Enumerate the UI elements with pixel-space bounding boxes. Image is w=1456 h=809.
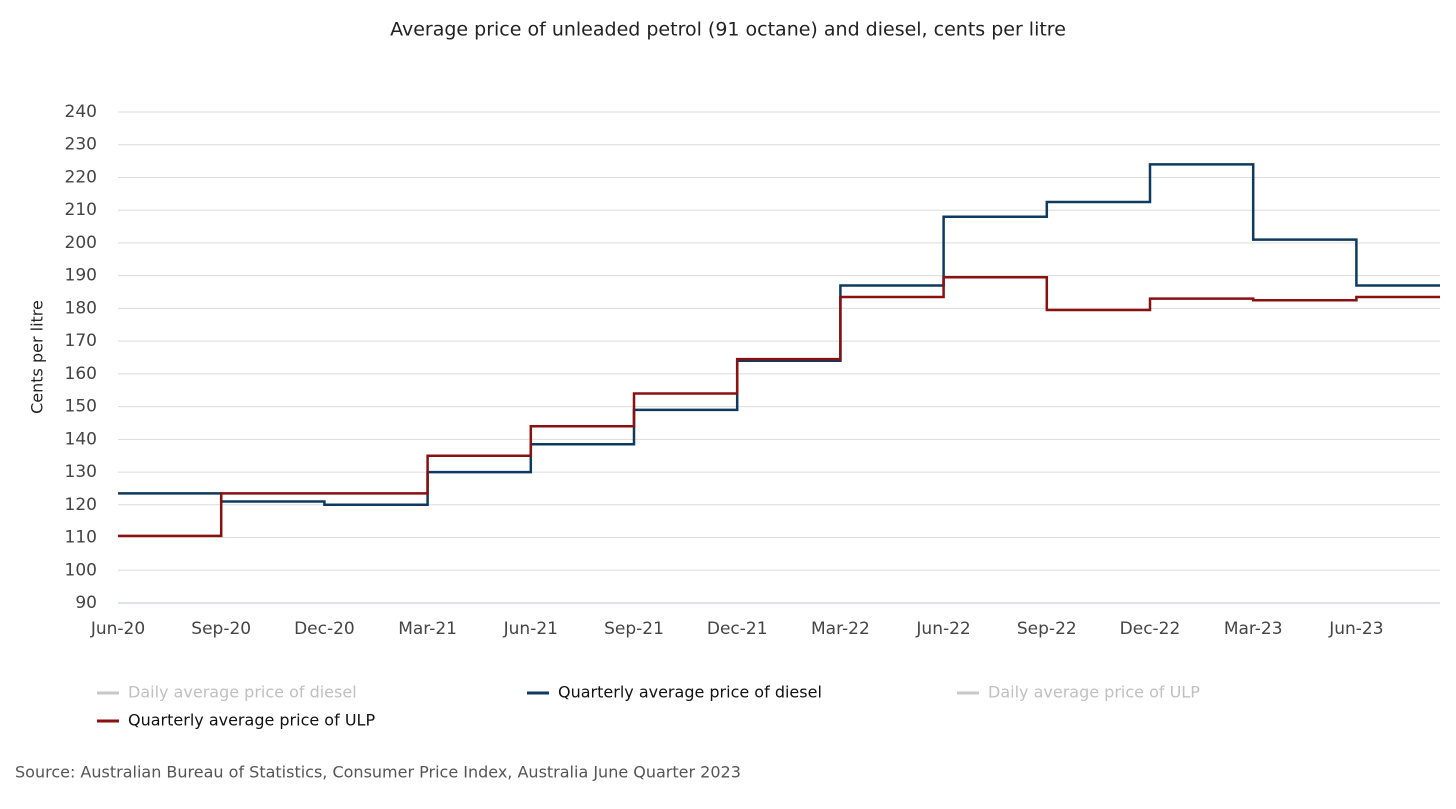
y-tick-label: 90: [75, 593, 97, 613]
x-tick-label: Mar-21: [398, 619, 457, 639]
x-tick-label: Dec-21: [707, 619, 768, 639]
x-tick-label: Jun-20: [90, 619, 145, 639]
y-tick-label: 220: [65, 167, 97, 187]
y-tick-label: 100: [65, 560, 97, 580]
y-tick-label: 210: [65, 200, 97, 220]
series-line: [118, 163, 1440, 507]
x-tick-label: Jun-22: [915, 619, 970, 639]
x-tick-label: Sep-21: [604, 619, 664, 639]
legend-label[interactable]: Quarterly average price of diesel: [558, 683, 822, 702]
source-note: Source: Australian Bureau of Statistics,…: [15, 763, 741, 782]
y-tick-label: 130: [65, 462, 97, 482]
y-tick-label: 240: [65, 102, 97, 122]
series-line: [118, 276, 1440, 538]
x-tick-label: Mar-22: [811, 619, 870, 639]
y-tick-label: 150: [65, 397, 97, 417]
legend-label[interactable]: Quarterly average price of ULP: [128, 711, 375, 730]
y-axis-label: Cents per litre: [28, 300, 47, 414]
y-tick-label: 120: [65, 495, 97, 515]
x-tick-label: Dec-20: [294, 619, 355, 639]
y-tick-label: 180: [65, 298, 97, 318]
y-tick-label: 140: [65, 429, 97, 449]
y-tick-label: 200: [65, 233, 97, 253]
x-tick-label: Jun-23: [1328, 619, 1383, 639]
x-tick-label: Dec-22: [1120, 619, 1181, 639]
y-tick-label: 110: [65, 528, 97, 548]
legend-label[interactable]: Daily average price of ULP: [988, 683, 1200, 702]
x-tick-label: Jun-21: [503, 619, 558, 639]
chart-title: Average price of unleaded petrol (91 oct…: [390, 19, 1066, 41]
y-tick-label: 160: [65, 364, 97, 384]
y-tick-label: 230: [65, 135, 97, 155]
legend-label[interactable]: Daily average price of diesel: [128, 683, 357, 702]
x-tick-label: Mar-23: [1224, 619, 1283, 639]
y-tick-label: 190: [65, 266, 97, 286]
x-tick-label: Sep-22: [1017, 619, 1077, 639]
x-tick-label: Sep-20: [191, 619, 251, 639]
y-tick-label: 170: [65, 331, 97, 351]
